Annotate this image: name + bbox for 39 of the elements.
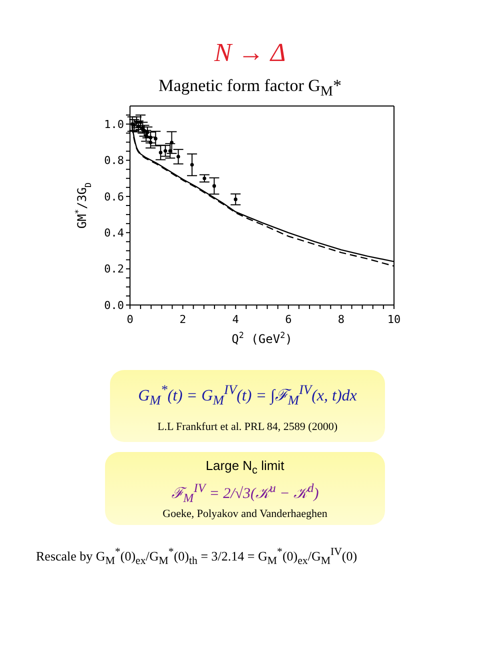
point	[136, 124, 140, 128]
y-tick-label: 0.6	[104, 190, 124, 204]
point	[176, 154, 180, 158]
point	[234, 198, 238, 202]
point	[148, 136, 152, 140]
chart-title: N → Δ	[213, 38, 287, 68]
point	[140, 126, 144, 130]
point	[168, 149, 172, 153]
text: Goeke, Polyakov and Vanderhaeghen	[162, 508, 328, 520]
point	[134, 120, 138, 124]
point	[138, 120, 142, 124]
point	[144, 134, 148, 138]
point	[154, 136, 158, 140]
x-tick-label: 2	[179, 313, 186, 326]
x-tick-label: 8	[338, 313, 345, 326]
y-tick-label: 0.8	[104, 154, 124, 168]
point	[164, 149, 168, 153]
text: Rescale by G$_{M}$$^{*}$(0)$_{ex}$/G$_{M}$$^{*}$(0)$_{th}$ = 3/2.14 = G$_{M}$$^{*}$(0)$_{ex}$/G$_{M}$$^{IV}$(0)	[36, 546, 358, 567]
y-tick-label: 0.4	[104, 226, 124, 240]
point	[146, 130, 150, 134]
text: L.L Frankfurt et al. PRL 84, 2589 (2000)	[156, 420, 339, 433]
point	[148, 140, 152, 144]
y-tick-label: 0.0	[104, 298, 124, 312]
text: Large N$_{c}$ limit	[204, 458, 286, 477]
x-tick-label: 0	[126, 313, 134, 326]
y-tick-label: 1.0	[104, 118, 124, 131]
x-axis-title: Q$^{2}$ (GeV$^{2}$)	[232, 330, 292, 346]
x-tick-label: 4	[232, 313, 240, 326]
point	[212, 184, 216, 188]
point	[190, 162, 194, 167]
y-tick-label: 0.2	[104, 262, 124, 276]
point	[170, 140, 174, 144]
x-tick-label: 10	[387, 313, 401, 326]
chart-subtitle: Magnetic form factor G$_{M}$*	[157, 76, 342, 100]
x-tick-label: 6	[285, 313, 292, 326]
text: G$_{M}$$^{*}$(t) = G$_{M}$$^{IV}$(t) = ∫ℱ$_{M}$$^{IV}$(x, t)dx	[138, 382, 357, 408]
text: ℱ$_{M}$$^{IV}$ = 2/√3(𝒦$^{u}$ − 𝒦$^{d}$)	[170, 480, 320, 506]
point	[158, 150, 162, 154]
point	[202, 176, 206, 180]
